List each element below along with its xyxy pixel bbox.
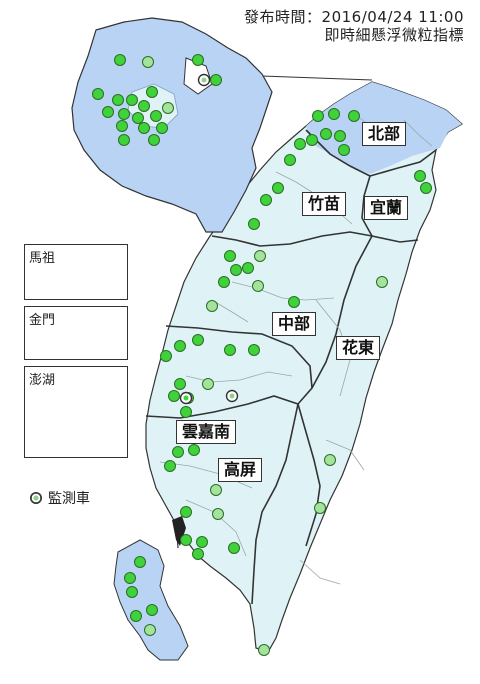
station-marker[interactable]	[134, 556, 146, 568]
station-marker[interactable]	[228, 542, 240, 554]
region-label-hualien-taitung[interactable]: 花東	[336, 336, 381, 360]
station-marker[interactable]	[338, 144, 350, 156]
station-marker[interactable]	[114, 54, 126, 66]
station-marker[interactable]	[112, 94, 124, 106]
station-marker[interactable]	[168, 390, 180, 402]
station-marker[interactable]	[130, 610, 142, 622]
station-marker[interactable]	[132, 112, 144, 124]
station-marker[interactable]	[314, 502, 326, 514]
station-marker[interactable]	[138, 100, 150, 112]
station-marker[interactable]	[126, 94, 138, 106]
station-marker[interactable]	[180, 534, 192, 546]
station-marker[interactable]	[126, 586, 138, 598]
station-marker[interactable]	[248, 218, 260, 230]
station-marker[interactable]	[146, 604, 158, 616]
station-marker[interactable]	[142, 56, 154, 68]
station-marker[interactable]	[210, 74, 222, 86]
station-marker[interactable]	[180, 506, 192, 518]
region-borders	[145, 129, 437, 605]
station-marker[interactable]	[242, 262, 254, 274]
station-marker[interactable]	[224, 344, 236, 356]
station-marker[interactable]	[116, 120, 128, 132]
kaohsiung-inset-area	[113, 539, 189, 661]
station-marker[interactable]	[164, 460, 176, 472]
inset-matsu: 馬祖	[24, 244, 128, 300]
station-marker[interactable]	[272, 182, 284, 194]
mobile-station-icon	[30, 492, 42, 504]
station-marker[interactable]	[230, 264, 242, 276]
inset-penghu: 澎湖	[24, 366, 128, 458]
region-label-zhumiao[interactable]: 竹苗	[302, 192, 347, 216]
station-marker[interactable]	[206, 300, 218, 312]
station-marker[interactable]	[210, 484, 222, 496]
station-marker[interactable]	[254, 250, 266, 262]
region-label-yunjianan[interactable]: 雲嘉南	[176, 420, 237, 444]
station-marker[interactable]	[156, 122, 168, 134]
inset-kinmen: 金門	[24, 306, 128, 360]
station-marker[interactable]	[320, 128, 332, 140]
inset-label-kinmen: 金門	[29, 313, 56, 328]
monitoring-stations	[62, 54, 432, 656]
station-marker[interactable]	[172, 446, 184, 458]
region-label-north[interactable]: 北部	[362, 122, 407, 146]
mobile-station-core	[201, 77, 207, 83]
publish-time: 發布時間：2016/04/24 11:00	[244, 8, 464, 26]
legend-label: 監測車	[48, 491, 90, 507]
inset-label-matsu: 馬祖	[29, 251, 56, 266]
station-marker[interactable]	[306, 134, 318, 146]
station-marker[interactable]	[174, 378, 186, 390]
station-marker[interactable]	[124, 572, 136, 584]
station-marker[interactable]	[248, 344, 260, 356]
station-marker[interactable]	[144, 624, 156, 636]
station-marker[interactable]	[118, 134, 130, 146]
station-marker[interactable]	[192, 334, 204, 346]
station-marker[interactable]	[414, 170, 426, 182]
station-marker[interactable]	[348, 110, 360, 122]
station-marker[interactable]	[224, 250, 236, 262]
taipei-inset-area	[71, 17, 273, 233]
station-marker[interactable]	[148, 134, 160, 146]
station-marker[interactable]	[160, 350, 172, 362]
station-marker[interactable]	[162, 102, 174, 114]
map-subtitle: 即時細懸浮微粒指標	[324, 26, 464, 44]
station-marker[interactable]	[150, 110, 162, 122]
station-marker[interactable]	[288, 296, 300, 308]
station-marker[interactable]	[334, 130, 346, 142]
legend: 監測車	[30, 488, 90, 508]
region-label-gaoping[interactable]: 高屏	[218, 458, 263, 482]
station-marker[interactable]	[192, 548, 204, 560]
station-marker[interactable]	[138, 122, 150, 134]
station-marker[interactable]	[92, 88, 104, 100]
inset-label-penghu: 澎湖	[29, 373, 56, 388]
station-marker[interactable]	[376, 276, 388, 288]
station-marker[interactable]	[146, 86, 158, 98]
mobile-station-core	[229, 393, 235, 399]
station-marker[interactable]	[420, 182, 432, 194]
station-marker[interactable]	[202, 378, 214, 390]
station-marker[interactable]	[192, 54, 204, 66]
station-marker[interactable]	[258, 644, 270, 656]
station-marker[interactable]	[102, 106, 114, 118]
station-marker[interactable]	[252, 280, 264, 292]
region-label-yilan[interactable]: 宜蘭	[364, 196, 409, 220]
station-marker[interactable]	[180, 406, 192, 418]
station-marker[interactable]	[188, 444, 200, 456]
station-marker[interactable]	[212, 508, 224, 520]
station-marker[interactable]	[328, 108, 340, 120]
station-marker[interactable]	[312, 110, 324, 122]
mobile-station-core	[183, 395, 189, 401]
station-marker[interactable]	[174, 340, 186, 352]
station-marker[interactable]	[196, 536, 208, 548]
station-marker[interactable]	[218, 276, 230, 288]
station-marker[interactable]	[324, 454, 336, 466]
region-label-central[interactable]: 中部	[272, 312, 317, 336]
station-marker[interactable]	[284, 154, 296, 166]
station-marker[interactable]	[260, 194, 272, 206]
station-marker[interactable]	[294, 138, 306, 150]
station-marker[interactable]	[118, 108, 130, 120]
